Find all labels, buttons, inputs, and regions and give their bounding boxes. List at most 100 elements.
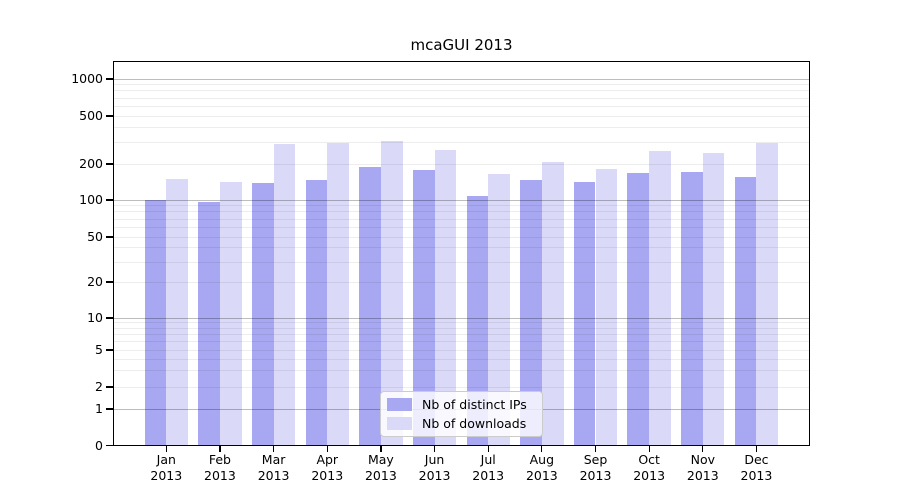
bar-nb-of-downloads-jan	[166, 178, 188, 446]
y-tick-label-0: 0	[95, 437, 103, 453]
x-tick-mark-aug	[541, 445, 543, 452]
x-tick-label-nov: Nov 2013	[686, 452, 719, 483]
bar-nb-of-distinct-ips-apr	[305, 179, 328, 446]
y-tick-mark-1	[106, 408, 113, 410]
y-tick-mark-100	[106, 199, 113, 201]
y-tick-label-5: 5	[95, 342, 103, 357]
y-tick-label-50: 50	[87, 229, 103, 244]
y-tick-label-100: 100	[79, 192, 103, 207]
gridline-major-100	[113, 199, 810, 201]
gridline-minor-200	[113, 163, 810, 165]
bar-nb-of-downloads-jul	[488, 173, 510, 446]
gridline-minor-80	[113, 211, 810, 213]
bar-nb-of-distinct-ips-dec	[734, 176, 757, 446]
bar-nb-of-downloads-may	[380, 140, 403, 446]
bar-nb-of-downloads-sep	[595, 168, 618, 446]
bar-nb-of-distinct-ips-sep	[573, 181, 596, 446]
bar-nb-of-downloads-feb	[219, 181, 242, 446]
y-tick-mark-2	[106, 386, 113, 388]
gridline-minor-800	[113, 90, 810, 92]
bar-nb-of-distinct-ips-oct	[627, 173, 650, 446]
legend-swatch-distinct-ips	[387, 398, 412, 412]
y-tick-mark-20	[106, 281, 113, 283]
legend-row-downloads: Nb of downloads	[387, 416, 534, 431]
x-tick-label-mar: Mar 2013	[257, 452, 290, 483]
bar-nb-of-distinct-ips-jul	[466, 196, 489, 446]
gridline-minor-7	[113, 333, 810, 335]
bar-nb-of-distinct-ips-jan	[144, 200, 167, 446]
legend-label-distinct-ips: Nb of distinct IPs	[422, 397, 527, 413]
bar-nb-of-distinct-ips-aug	[520, 180, 542, 446]
y-tick-label-20: 20	[87, 274, 103, 289]
x-tick-label-jun: Jun 2013	[418, 452, 451, 483]
gridline-minor-60	[113, 226, 810, 228]
bar-nb-of-distinct-ips-jun	[412, 170, 435, 446]
y-tick-mark-0	[106, 444, 113, 447]
chart-title: mcaGUI 2013	[410, 36, 513, 54]
bar-nb-of-downloads-mar	[273, 143, 296, 446]
x-tick-mark-jun	[433, 445, 436, 452]
gridline-minor-70	[113, 218, 810, 220]
bar-nb-of-distinct-ips-nov	[681, 171, 703, 446]
bar-nb-of-downloads-nov	[702, 153, 725, 446]
gridline-major-1000	[113, 78, 810, 80]
y-tick-mark-10	[106, 317, 113, 319]
y-tick-label-2: 2	[95, 379, 103, 394]
y-tick-label-10: 10	[87, 310, 103, 325]
x-tick-label-jul: Jul 2013	[472, 452, 505, 483]
x-tick-mark-nov	[702, 445, 704, 452]
gridline-minor-700	[113, 97, 810, 99]
gridline-minor-500	[113, 115, 810, 117]
gridline-minor-40	[113, 247, 810, 249]
x-tick-mark-feb	[219, 445, 221, 452]
gridline-minor-5	[113, 349, 810, 351]
bar-nb-of-downloads-jun	[434, 150, 457, 446]
legend-row-distinct-ips: Nb of distinct IPs	[387, 397, 534, 412]
x-tick-mark-mar	[272, 445, 275, 452]
gridline-minor-30	[113, 261, 810, 263]
gridline-minor-2	[113, 386, 810, 388]
bar-nb-of-distinct-ips-feb	[198, 201, 220, 446]
x-tick-mark-jul	[487, 445, 489, 452]
x-tick-mark-jan	[165, 445, 167, 452]
y-tick-label-1: 1	[95, 401, 103, 416]
x-tick-mark-sep	[594, 445, 597, 452]
legend-label-downloads: Nb of downloads	[422, 415, 527, 431]
gridline-minor-50	[113, 236, 810, 238]
gridline-minor-400	[113, 127, 810, 129]
bar-nb-of-downloads-oct	[649, 150, 671, 446]
x-tick-mark-apr	[326, 445, 328, 452]
y-tick-label-200: 200	[79, 156, 103, 171]
bar-nb-of-downloads-aug	[541, 161, 564, 446]
y-tick-mark-1000	[106, 78, 113, 80]
x-tick-mark-may	[380, 445, 382, 452]
x-tick-label-jan: Jan 2013	[150, 452, 183, 483]
gridline-minor-90	[113, 205, 810, 207]
x-tick-label-may: May 2013	[364, 452, 397, 483]
y-tick-mark-500	[106, 115, 113, 117]
x-tick-mark-dec	[755, 445, 758, 452]
gridline-minor-900	[113, 84, 810, 86]
bar-nb-of-distinct-ips-may	[359, 167, 381, 446]
x-tick-label-apr: Apr 2013	[311, 452, 344, 483]
x-tick-label-oct: Oct 2013	[633, 452, 666, 483]
bar-nb-of-downloads-apr	[327, 142, 349, 446]
y-tick-label-1000: 1000	[71, 71, 103, 86]
gridline-minor-9	[113, 322, 810, 324]
y-tick-mark-200	[106, 163, 113, 165]
y-tick-label-500: 500	[79, 108, 103, 123]
gridline-minor-300	[113, 142, 810, 144]
legend: Nb of distinct IPs Nb of downloads	[380, 391, 543, 437]
x-tick-mark-oct	[648, 445, 650, 452]
x-tick-label-sep: Sep 2013	[579, 452, 612, 483]
y-tick-mark-5	[106, 349, 113, 351]
x-tick-label-aug: Aug 2013	[525, 452, 558, 483]
gridline-minor-600	[113, 105, 810, 107]
x-tick-label-feb: Feb 2013	[204, 452, 236, 483]
legend-swatch-downloads	[387, 416, 412, 430]
gridline-minor-8	[113, 327, 810, 329]
bar-nb-of-distinct-ips-mar	[251, 182, 274, 446]
gridline-minor-6	[113, 341, 810, 343]
gridline-major-10	[113, 317, 810, 319]
